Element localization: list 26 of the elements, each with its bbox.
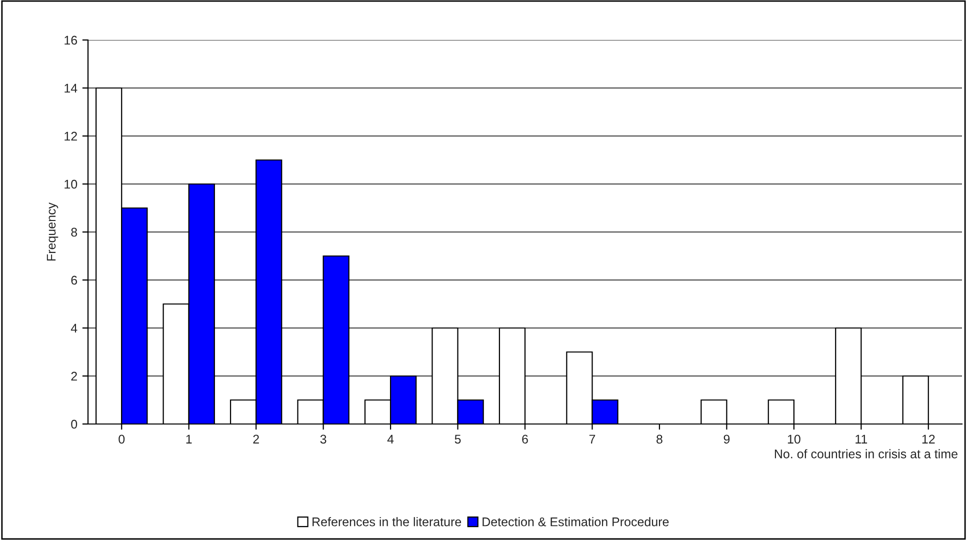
x-axis-title: No. of countries in crisis at a time bbox=[774, 449, 958, 458]
x-tick-label: 1 bbox=[186, 434, 192, 444]
y-tick-label: 0 bbox=[71, 420, 78, 429]
x-tick-label: 10 bbox=[788, 434, 800, 444]
legend-label: Detection & Estimation Procedure bbox=[482, 517, 669, 526]
x-tick-label: 6 bbox=[522, 434, 528, 444]
y-tick-label: 4 bbox=[70, 324, 78, 333]
y-tick-label: 2 bbox=[71, 372, 77, 381]
y-tick-label: 10 bbox=[64, 180, 78, 189]
x-tick-label: 3 bbox=[320, 434, 326, 444]
x-tick-label: 5 bbox=[454, 434, 461, 444]
x-tick-label: 9 bbox=[724, 434, 730, 444]
y-axis-title: Frequency bbox=[46, 202, 58, 260]
x-tick-label: 12 bbox=[922, 434, 935, 444]
x-tick-label: 7 bbox=[589, 434, 596, 444]
x-tick-label: 2 bbox=[253, 434, 259, 444]
x-tick-label: 4 bbox=[387, 434, 394, 444]
y-tick-label: 14 bbox=[64, 84, 78, 93]
y-tick-label: 16 bbox=[64, 36, 78, 45]
legend-label: References in the literature bbox=[312, 517, 462, 526]
x-tick-label: 8 bbox=[656, 434, 662, 444]
y-tick-label: 12 bbox=[64, 132, 77, 141]
y-tick-label: 8 bbox=[71, 228, 78, 237]
x-tick-label: 0 bbox=[118, 434, 125, 444]
x-tick-label: 11 bbox=[856, 434, 868, 444]
y-tick-label: 6 bbox=[71, 276, 78, 285]
